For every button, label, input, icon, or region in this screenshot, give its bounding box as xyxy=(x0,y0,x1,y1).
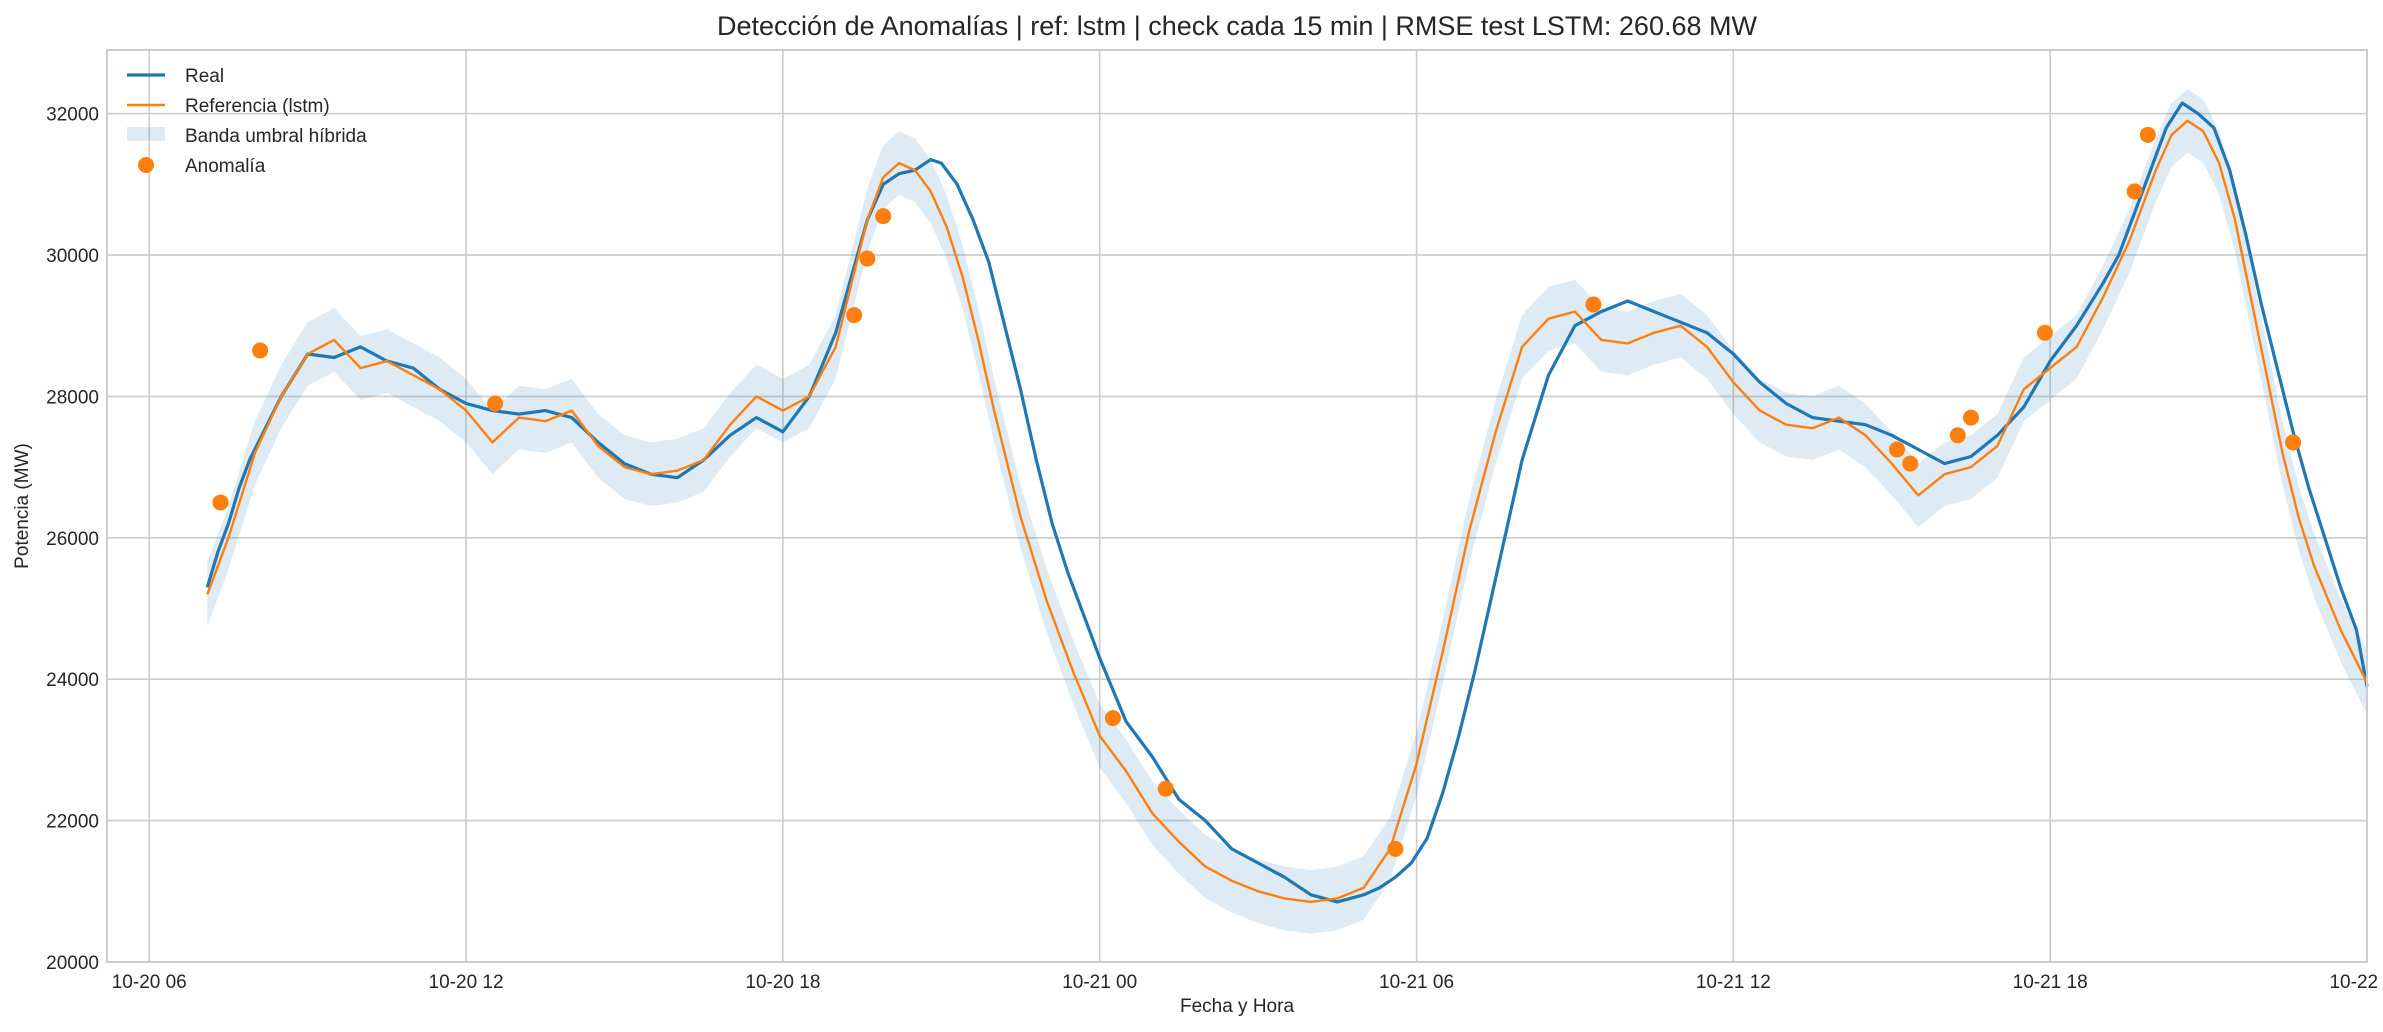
y-tick-label: 20000 xyxy=(46,953,99,974)
reference-series-line xyxy=(206,119,2369,904)
y-tick-label: 30000 xyxy=(46,246,99,267)
legend-real-label: Real xyxy=(185,66,224,87)
y-tick-label: 24000 xyxy=(46,670,99,691)
anomaly-point xyxy=(1962,409,1979,426)
anomaly-point xyxy=(2126,183,2143,200)
anomaly-point xyxy=(487,395,504,412)
legend-anomaly-label: Anomalía xyxy=(185,156,266,177)
y-tick-label: 22000 xyxy=(46,812,99,833)
anomaly-point xyxy=(1104,710,1121,727)
legend-band-label: Banda umbral híbrida xyxy=(185,126,367,147)
anomaly-point xyxy=(212,494,229,511)
anomaly-points-layer xyxy=(212,126,2302,857)
plot-frame xyxy=(106,49,2368,963)
anomaly-point xyxy=(252,342,269,359)
anomaly-point xyxy=(1889,441,1906,458)
legend-band-swatch xyxy=(127,127,165,141)
tick-label-layer: 10-20 06 10-20 12 10-20 18 10-21 00 10-21 06… xyxy=(46,105,2383,993)
y-tick-label: 26000 xyxy=(46,529,99,550)
legend: Real Referencia (lstm) Banda umbral híbr… xyxy=(127,66,367,177)
anomaly-point xyxy=(1902,455,1919,472)
x-tick-label: 10-21 18 xyxy=(2013,972,2088,993)
anomaly-point xyxy=(875,208,892,225)
x-axis-label: Fecha y Hora xyxy=(1180,996,1294,1017)
y-tick-label: 32000 xyxy=(46,105,99,126)
reference-series-layer xyxy=(206,119,2369,904)
chart-title: Detección de Anomalías | ref: lstm | che… xyxy=(717,11,1757,41)
anomaly-point xyxy=(1949,427,1966,444)
x-tick-label: 10-20 12 xyxy=(429,972,504,993)
legend-reference-label: Referencia (lstm) xyxy=(185,96,330,117)
anomaly-point xyxy=(1585,296,1602,313)
threshold-band-layer xyxy=(207,88,2367,934)
anomaly-point xyxy=(846,307,863,324)
anomaly-point xyxy=(1387,840,1404,857)
real-series-layer xyxy=(205,101,2369,904)
y-axis-label: Potencia (MW) xyxy=(12,443,33,569)
anomaly-point xyxy=(859,250,876,267)
real-series-line xyxy=(205,101,2369,904)
anomaly-point xyxy=(1157,780,1174,797)
anomaly-point xyxy=(2139,126,2156,143)
anomaly-point xyxy=(2036,324,2053,341)
x-tick-label: 10-20 18 xyxy=(745,972,820,993)
threshold-band xyxy=(207,88,2367,934)
legend-anomaly-swatch xyxy=(138,157,154,173)
x-tick-label: 10-21 06 xyxy=(1379,972,1454,993)
x-tick-label: 10-21 12 xyxy=(1696,972,1771,993)
x-tick-label: 10-22 00 xyxy=(2329,972,2383,993)
x-tick-label: 10-20 06 xyxy=(112,972,187,993)
y-tick-label: 28000 xyxy=(46,387,99,408)
x-tick-label: 10-21 00 xyxy=(1062,972,1137,993)
anomaly-point xyxy=(2285,434,2302,451)
